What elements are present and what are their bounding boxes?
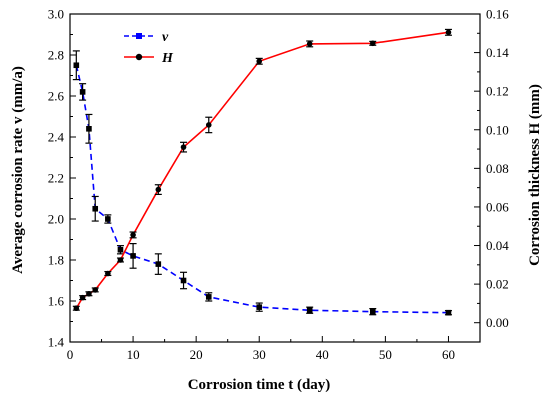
x-tick-label: 30 — [253, 347, 266, 362]
y-left-tick-label: 1.4 — [48, 335, 65, 350]
y-left-tick-label: 1.6 — [48, 294, 65, 309]
legend-h-marker — [135, 53, 143, 61]
data-point-h — [105, 270, 111, 277]
axis-ticks: 0 10 20 30 40 50 60 1.4 1.6 1.8 2.0 2.2 2.4 2.6 2.8 3.0… — [48, 7, 510, 363]
y-right-tick-label: 0.04 — [486, 238, 509, 253]
x-tick-label: 0 — [67, 347, 74, 362]
x-tick-label: 60 — [442, 347, 455, 362]
data-point-h — [369, 40, 376, 47]
data-point-h — [256, 58, 263, 65]
data-point-v — [256, 304, 263, 310]
data-point-h — [445, 29, 452, 36]
data-point-h — [86, 290, 92, 297]
data-point-h — [92, 287, 99, 293]
data-point-v — [79, 89, 86, 95]
data-point-v — [155, 261, 162, 267]
data-point-h — [79, 294, 86, 301]
data-point-h — [180, 144, 187, 150]
data-point-h — [205, 122, 212, 128]
data-point-v — [445, 309, 452, 316]
series-line-v — [75, 65, 449, 314]
y-right-tick-label: 0.02 — [486, 277, 509, 292]
legend-v-label: v — [162, 30, 169, 45]
y-axis-left-title: Average corrosion rate v (mm/a) — [10, 66, 26, 274]
x-tick-label: 20 — [190, 347, 203, 362]
data-point-h — [306, 41, 313, 47]
data-point-v — [180, 277, 187, 284]
y-right-tick-label: 0.16 — [486, 7, 509, 22]
data-point-v — [130, 253, 136, 259]
y-right-tick-label: 0.08 — [486, 161, 509, 176]
y-right-tick-label: 0.14 — [486, 45, 509, 60]
legend: v H — [124, 30, 174, 66]
y-axis-right-title: Corrosion thickness H (mm) — [527, 84, 543, 266]
x-tick-label: 50 — [379, 347, 392, 362]
data-point-h — [130, 232, 136, 238]
y-right-tick-label: 0.00 — [486, 315, 509, 330]
data-point-h — [117, 257, 124, 263]
y-right-tick-label: 0.10 — [486, 122, 509, 137]
data-point-h — [155, 186, 162, 193]
legend-h-label: H — [161, 51, 174, 66]
data-point-v — [73, 62, 80, 69]
series-layer — [72, 28, 452, 316]
series-line-h — [75, 31, 449, 309]
y-right-tick-label: 0.12 — [486, 84, 509, 99]
y-left-tick-label: 2.8 — [48, 48, 64, 63]
x-tick-label: 10 — [127, 347, 140, 362]
data-point-v — [306, 307, 313, 314]
data-point-v — [205, 294, 212, 300]
data-point-v — [105, 216, 111, 222]
data-point-v — [117, 246, 124, 253]
x-tick-label: 40 — [316, 347, 329, 362]
x-axis-title: Corrosion time t (day) — [188, 377, 331, 393]
data-point-v — [92, 205, 99, 212]
data-point-h — [73, 305, 80, 312]
y-left-tick-label: 2.4 — [48, 130, 65, 145]
y-left-tick-label: 2.2 — [48, 171, 64, 186]
data-point-v — [86, 126, 92, 132]
y-left-tick-label: 2.0 — [48, 212, 64, 227]
legend-v-marker — [136, 33, 142, 39]
data-point-v — [369, 308, 376, 315]
y-left-tick-label: 1.8 — [48, 253, 64, 268]
plot-area — [69, 13, 481, 343]
y-right-tick-label: 0.06 — [486, 199, 509, 214]
y-left-tick-label: 3.0 — [48, 7, 64, 22]
y-left-tick-label: 2.6 — [48, 89, 65, 104]
